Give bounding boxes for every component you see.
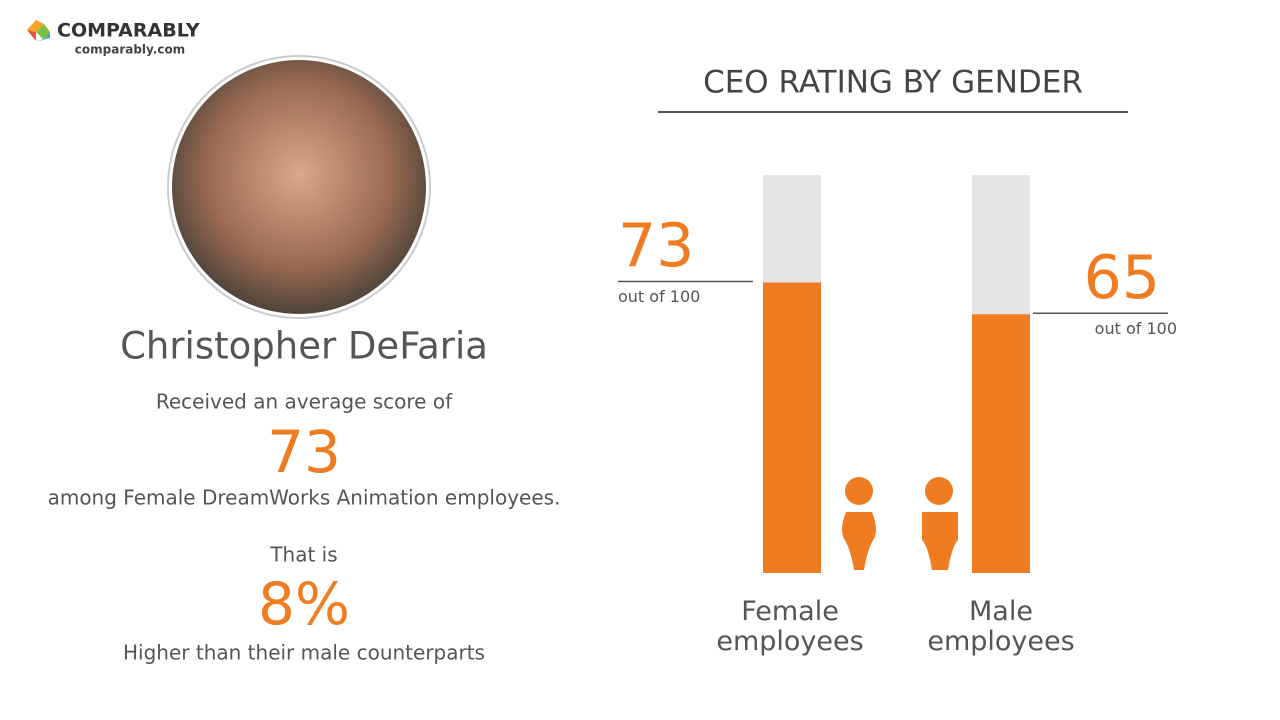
male-icon (922, 477, 958, 570)
value-note: out of 100 (1095, 319, 1177, 338)
intro: Received an average score of (156, 390, 453, 414)
value-label: 65 (1084, 243, 1160, 313)
category-label: Male employees (927, 596, 1075, 657)
brand-name: COMPARABLY (57, 20, 200, 42)
context: among Female DreamWorks Animation employ… (48, 486, 561, 510)
lead: That is (269, 543, 337, 567)
value-label: 73 (618, 211, 694, 281)
comparison: Higher than their male counterparts (123, 641, 485, 665)
logo-icon (27, 20, 50, 41)
brand-url: comparably.com (75, 43, 185, 57)
person-name: Christopher DeFaria (120, 325, 488, 368)
chart-title: CEO RATING BY GENDER (703, 65, 1083, 101)
value-note: out of 100 (618, 287, 700, 306)
bar (763, 282, 821, 573)
photo (172, 60, 426, 314)
bar (972, 314, 1030, 573)
difference: 8% (258, 570, 350, 638)
score: 73 (267, 418, 341, 486)
category-label: Female employees (716, 596, 864, 657)
female-icon (842, 477, 876, 570)
